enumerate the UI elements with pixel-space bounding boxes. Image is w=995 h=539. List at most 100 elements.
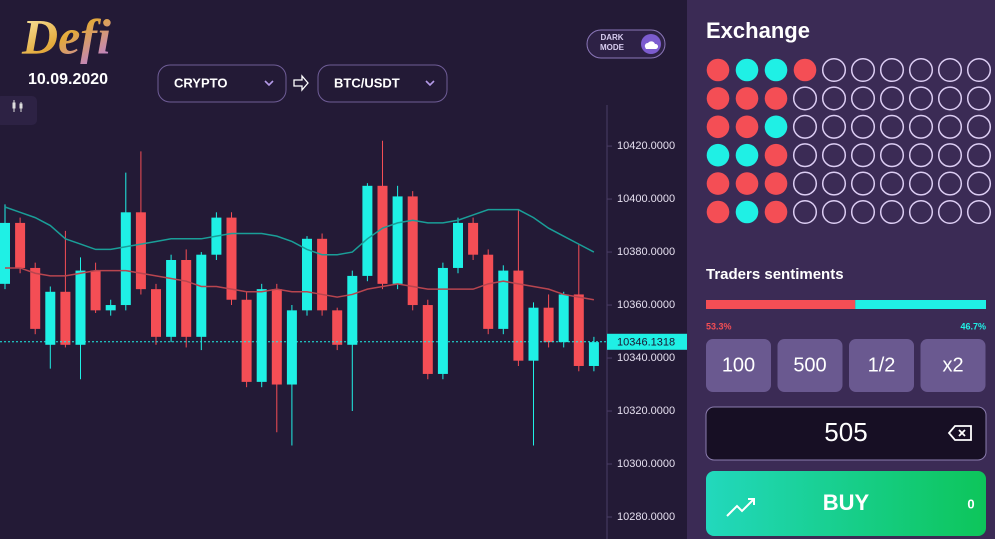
candle-body [317, 238, 328, 311]
result-dot [764, 200, 788, 224]
moving-average [4, 206, 595, 256]
backspace-icon[interactable] [947, 425, 972, 441]
chevron [425, 80, 435, 87]
empty-dot [879, 86, 905, 111]
theme-label-box: DARK MODE [600, 33, 624, 52]
candle-body [573, 294, 584, 366]
empty-dot [821, 57, 847, 83]
amount-buttons: 100 500 1/2 x2 [706, 339, 986, 392]
candle-body [151, 289, 161, 337]
amount-button[interactable] [920, 339, 986, 392]
empty-dot [792, 114, 818, 139]
result-dot [706, 172, 730, 195]
amount-button[interactable] [706, 339, 771, 392]
amount-button-label: 1/2 [868, 354, 896, 376]
candle-body [437, 267, 448, 374]
empty-dot [937, 57, 963, 83]
empty-dot [821, 199, 847, 225]
result-dot [706, 58, 730, 82]
candle-body [0, 222, 10, 284]
y-tick-label: 10340.0000 [617, 352, 675, 364]
empty-dot [937, 114, 963, 139]
result-dot [793, 58, 817, 82]
chevron [264, 80, 274, 87]
empty-dot [879, 199, 905, 225]
candle-body [513, 270, 524, 361]
candle-body [483, 254, 494, 329]
amount-value: 505 [824, 417, 867, 447]
result-dot [735, 87, 759, 110]
market-label: CRYPTO [174, 75, 227, 90]
empty-dot [966, 143, 992, 168]
tool-button[interactable] [0, 96, 37, 125]
candle-body [528, 307, 539, 361]
y-tick-label: 10320.0000 [617, 405, 675, 417]
empty-dot [821, 171, 847, 196]
pair-select[interactable] [317, 64, 448, 103]
empty-dot [850, 143, 876, 168]
empty-dot [821, 114, 847, 139]
result-dot [764, 143, 788, 167]
empty-dot [821, 86, 847, 111]
empty-dot [850, 199, 876, 225]
candle-body [362, 185, 373, 276]
sentiment-label: 53.3% [706, 321, 732, 331]
empty-dot [966, 199, 992, 225]
result-dot [764, 87, 788, 110]
empty-dot [937, 171, 963, 196]
amount-button[interactable] [777, 339, 843, 392]
result-dot [764, 58, 788, 82]
result-dot [706, 143, 730, 167]
empty-dot [792, 171, 818, 196]
y-tick-label: 10420.0000 [617, 140, 675, 152]
candle-body [241, 299, 252, 382]
candle-body [377, 185, 388, 284]
candle-body [588, 342, 599, 366]
result-dot [735, 172, 759, 195]
candle-body [286, 310, 297, 385]
candle-body [15, 222, 26, 268]
amount-input[interactable] [705, 406, 987, 461]
result-dot [735, 115, 759, 139]
candle-body [332, 310, 343, 345]
result-dot [735, 200, 759, 224]
empty-dot [966, 57, 992, 83]
empty-dot [966, 114, 992, 139]
candle-body [75, 270, 86, 345]
trend-icon [726, 498, 755, 517]
chart: 10420.0000 10400.0000 10380.0000 10360.0000… [0, 105, 687, 539]
candle-body [271, 289, 282, 385]
candle-body [45, 291, 56, 345]
candle-body [543, 307, 554, 343]
empty-dot [850, 57, 876, 83]
candle-body [105, 305, 116, 311]
price-label: 10346.1318 [617, 337, 675, 349]
empty-dot [908, 114, 934, 139]
empty-dot [879, 143, 905, 168]
amount-button-label: 500 [793, 354, 826, 376]
moving-average [5, 267, 595, 301]
sentiment-title: Traders sentiments [706, 266, 844, 283]
candle-body [392, 196, 403, 284]
candle-body [226, 217, 237, 300]
market-select[interactable] [157, 64, 287, 103]
y-tick-label: 10280.0000 [617, 511, 675, 523]
candle-body [135, 212, 146, 290]
candle-body [90, 270, 101, 311]
empty-dot [879, 114, 905, 139]
buy-button[interactable] [706, 471, 986, 536]
empty-dot [792, 199, 818, 225]
result-dot [735, 58, 759, 82]
result-dot [706, 200, 730, 224]
empty-dot [850, 114, 876, 139]
exchange-title: Exchange [706, 18, 810, 43]
y-tick-label: 10360.0000 [617, 299, 675, 311]
amount-button[interactable] [849, 339, 914, 392]
empty-dot [821, 143, 847, 168]
empty-dot [908, 57, 934, 83]
result-dot [706, 115, 730, 139]
candle-body [407, 196, 418, 306]
empty-dot [850, 86, 876, 111]
empty-dot [792, 143, 818, 168]
